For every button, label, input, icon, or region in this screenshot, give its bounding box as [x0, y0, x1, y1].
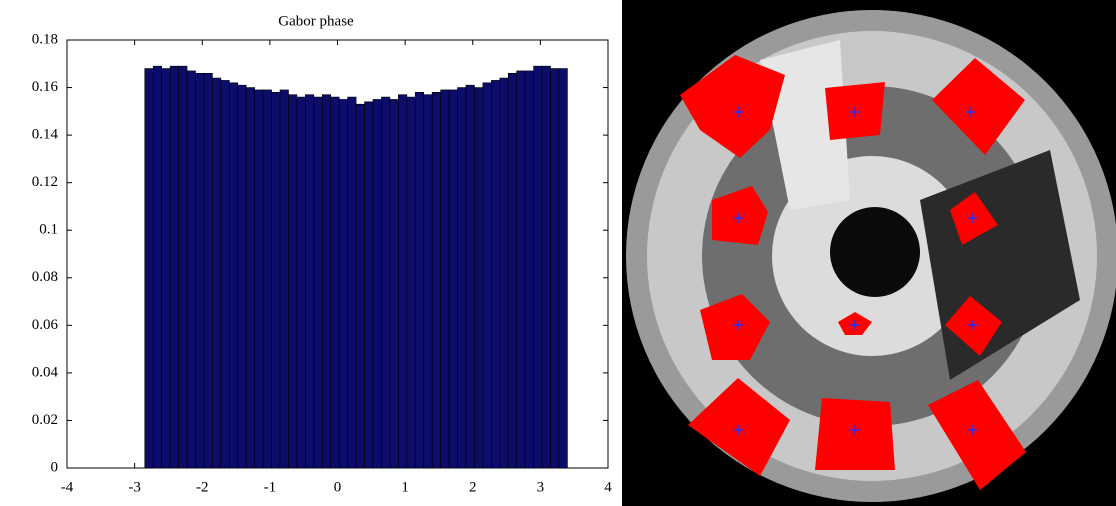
bar — [338, 99, 348, 469]
bar — [381, 96, 391, 469]
bar — [491, 80, 501, 469]
bar — [296, 96, 306, 469]
bar — [305, 94, 315, 469]
bar — [414, 92, 425, 469]
bar — [245, 87, 255, 469]
bar — [389, 99, 399, 469]
bar — [440, 89, 450, 469]
bar — [482, 82, 492, 469]
bar — [448, 89, 458, 469]
x-tick-label: -4 — [61, 479, 74, 495]
bar — [186, 70, 196, 469]
bar — [550, 68, 560, 469]
bar — [144, 68, 154, 469]
y-tick-label: 0.04 — [32, 364, 59, 380]
bar — [524, 70, 534, 469]
bar — [533, 65, 543, 469]
chart-title: Gabor phase — [278, 13, 354, 29]
bar — [178, 65, 188, 469]
bar — [321, 94, 332, 469]
bar — [364, 101, 374, 469]
y-tick-label: 0.12 — [32, 174, 58, 190]
bar — [169, 65, 179, 469]
bar — [288, 94, 298, 469]
bar — [237, 84, 247, 469]
y-tick-label: 0.14 — [32, 127, 59, 143]
x-tick-label: 3 — [537, 479, 545, 495]
bar — [457, 87, 467, 469]
y-tick-label: 0.08 — [32, 269, 58, 285]
y-tick-label: 0.18 — [32, 31, 58, 47]
x-tick-label: -1 — [264, 479, 277, 495]
bar — [271, 92, 281, 469]
bar — [313, 96, 323, 469]
bar — [465, 84, 475, 469]
bar — [499, 77, 509, 469]
y-tick-label: 0.02 — [32, 412, 58, 428]
bar — [212, 77, 222, 469]
bar — [474, 87, 484, 469]
bar — [541, 65, 551, 469]
bar — [330, 96, 340, 469]
x-tick-label: 1 — [401, 479, 409, 495]
bar — [254, 89, 264, 469]
bar — [516, 70, 526, 469]
bar — [161, 68, 171, 469]
bar — [372, 99, 382, 469]
x-tick-label: 2 — [469, 479, 477, 495]
y-tick-label: 0.06 — [32, 317, 59, 333]
y-tick-label: 0.16 — [32, 79, 59, 95]
bar — [507, 72, 518, 469]
bar — [220, 80, 230, 469]
bar — [279, 89, 289, 469]
x-tick-label: -3 — [128, 479, 141, 495]
bar — [398, 94, 408, 469]
fisheye-image — [622, 0, 1116, 506]
bar — [558, 68, 568, 469]
bar — [203, 72, 213, 469]
x-tick-label: -2 — [196, 479, 209, 495]
x-tick-label: 4 — [604, 479, 612, 495]
y-tick-label: 0.1 — [39, 222, 58, 238]
y-tick-label: 0 — [51, 459, 59, 475]
bar — [431, 92, 441, 469]
bar — [423, 94, 433, 469]
x-tick-label: 0 — [334, 479, 342, 495]
bar — [406, 96, 416, 469]
bar — [229, 82, 239, 469]
bar — [195, 72, 205, 469]
bar — [262, 89, 272, 469]
bar — [152, 65, 162, 469]
bar — [355, 103, 365, 469]
bar — [347, 96, 357, 469]
